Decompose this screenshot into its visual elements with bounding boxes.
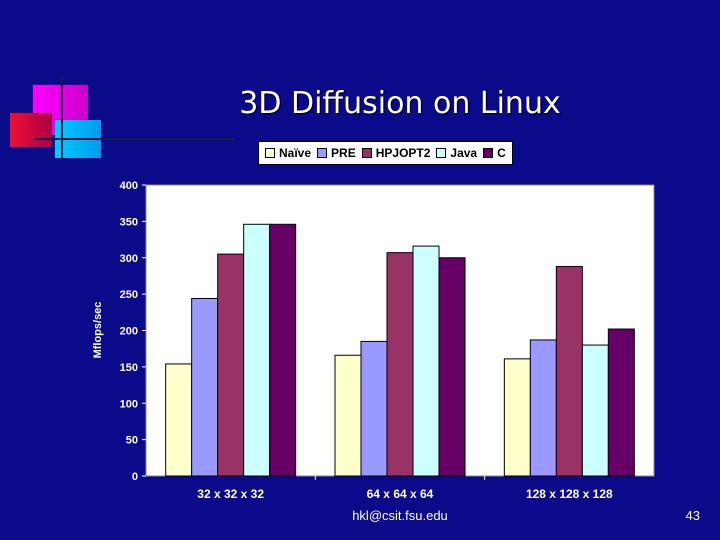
legend-swatch-hpjopt2 bbox=[361, 148, 372, 158]
bar-hpjopt2-1 bbox=[217, 253, 245, 477]
footer-email: hkl@csit.fsu.edu bbox=[352, 508, 448, 523]
slide-title: 3D Diffusion on Linux bbox=[239, 86, 561, 121]
y-tick-label: 400 bbox=[120, 180, 138, 192]
bar-java-3 bbox=[581, 344, 609, 477]
y-tick-label: 50 bbox=[126, 435, 138, 447]
legend-swatch-java bbox=[436, 148, 447, 158]
legend-item-naive: Naïve bbox=[265, 146, 311, 160]
bar-hpjopt2-2 bbox=[386, 252, 414, 477]
legend-label-naive: Naïve bbox=[279, 146, 312, 160]
bar-java-2 bbox=[412, 245, 440, 477]
bar-nave-2 bbox=[334, 354, 362, 477]
y-tick-label: 200 bbox=[120, 326, 138, 338]
legend-item-c: C bbox=[483, 146, 506, 160]
legend-item-java: Java bbox=[436, 146, 477, 160]
deco-red-square bbox=[10, 113, 52, 147]
legend-swatch-pre bbox=[317, 148, 328, 158]
bar-pre-3 bbox=[529, 339, 557, 477]
legend-label-c: C bbox=[497, 146, 506, 160]
legend-swatch-naive bbox=[265, 148, 275, 158]
deco-horizontal-line bbox=[34, 138, 234, 140]
bar-java-1 bbox=[243, 223, 271, 477]
chart-legend: Naïve PRE HPJOPT2 Java C bbox=[258, 141, 513, 165]
bar-hpjopt2-3 bbox=[555, 265, 583, 477]
y-tick-label: 350 bbox=[120, 216, 138, 228]
legend-label-hpjopt2: HPJOPT2 bbox=[375, 146, 431, 160]
bar-c-3 bbox=[607, 328, 635, 477]
legend-item-pre: PRE bbox=[317, 146, 356, 160]
y-tick-label: 0 bbox=[132, 471, 138, 483]
y-tick-label: 100 bbox=[120, 398, 138, 410]
bar-pre-1 bbox=[191, 297, 219, 477]
legend-label-pre: PRE bbox=[331, 146, 356, 160]
y-tick-label: 150 bbox=[120, 362, 138, 374]
x-tick-label: 128 x 128 x 128 bbox=[526, 487, 613, 501]
y-tick-label: 250 bbox=[120, 289, 138, 301]
legend-label-java: Java bbox=[450, 146, 478, 160]
bar-nave-1 bbox=[165, 363, 193, 477]
bar-c-1 bbox=[269, 223, 297, 477]
page-number: 43 bbox=[685, 508, 700, 523]
bar-pre-2 bbox=[360, 340, 388, 477]
bar-c-2 bbox=[438, 257, 466, 477]
x-tick-label: 64 x 64 x 64 bbox=[367, 487, 434, 501]
deco-vertical-line bbox=[61, 78, 63, 160]
legend-item-hpjopt2: HPJOPT2 bbox=[361, 146, 431, 160]
bar-nave-3 bbox=[503, 358, 531, 477]
legend-swatch-c bbox=[483, 148, 494, 158]
y-tick-label: 300 bbox=[120, 253, 138, 265]
x-tick-label: 32 x 32 x 32 bbox=[197, 487, 264, 501]
